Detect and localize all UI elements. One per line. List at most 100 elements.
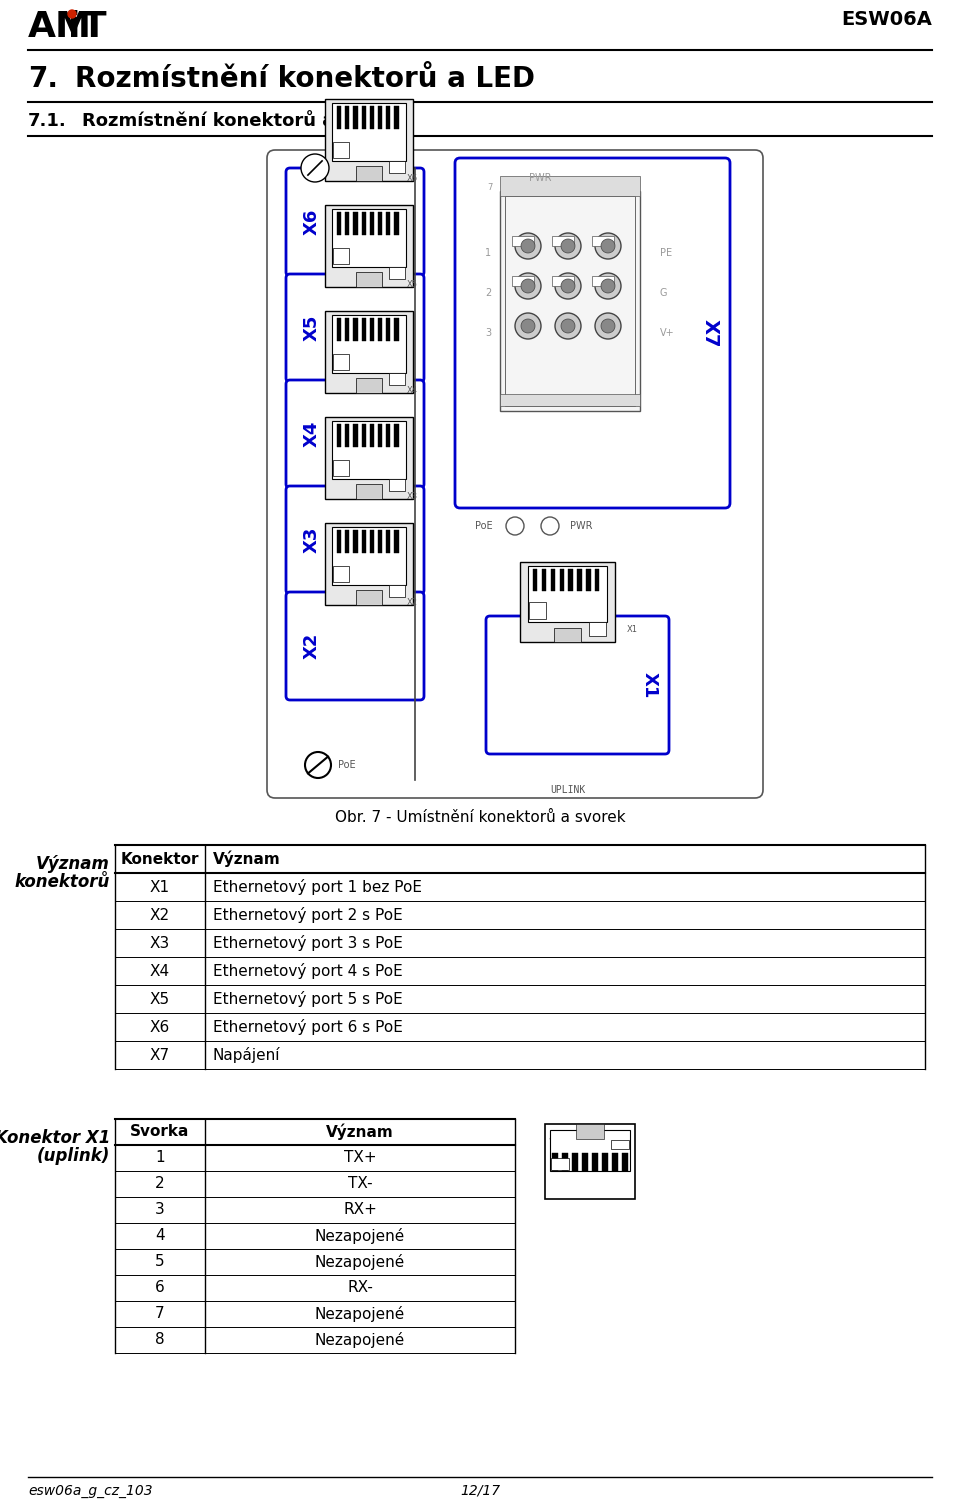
Bar (395, 212, 398, 236)
Bar (386, 423, 391, 447)
Bar (500, 176, 640, 197)
Bar (386, 107, 391, 129)
Bar (512, 276, 534, 287)
Text: Nezapojené: Nezapojené (315, 1228, 405, 1244)
Circle shape (68, 11, 76, 18)
Bar (587, 569, 590, 591)
Text: RX+: RX+ (343, 1202, 377, 1217)
Bar (386, 530, 391, 552)
Circle shape (595, 273, 621, 299)
Bar (370, 318, 374, 341)
Bar (332, 527, 406, 584)
Bar (389, 479, 405, 491)
Bar (560, 569, 564, 591)
Text: V+: V+ (660, 329, 675, 338)
Circle shape (555, 273, 581, 299)
Bar (533, 569, 538, 591)
Bar (325, 99, 413, 182)
Text: 5: 5 (156, 1255, 165, 1270)
Circle shape (561, 239, 575, 254)
Circle shape (595, 233, 621, 260)
Text: X1: X1 (641, 672, 659, 698)
Text: G: G (660, 288, 667, 299)
Bar (571, 1153, 578, 1171)
Bar (370, 212, 374, 236)
Bar (577, 569, 582, 591)
Bar (346, 530, 349, 552)
Bar (362, 423, 366, 447)
Bar (550, 1130, 630, 1171)
Bar (602, 1153, 608, 1171)
Bar (389, 267, 405, 279)
Text: Konektor: Konektor (121, 851, 200, 866)
Bar (362, 107, 366, 129)
Text: Rozmístnění konektorů a svorek: Rozmístnění konektorů a svorek (82, 113, 408, 131)
Text: konektorů: konektorů (14, 874, 110, 892)
Bar (332, 422, 406, 479)
Text: 1: 1 (156, 1150, 165, 1165)
Text: Nezapojené: Nezapojené (315, 1253, 405, 1270)
Bar (554, 627, 582, 642)
FancyBboxPatch shape (286, 486, 424, 594)
Text: X3: X3 (150, 935, 170, 950)
Circle shape (555, 233, 581, 260)
Bar (378, 318, 382, 341)
Bar (389, 372, 405, 386)
Circle shape (601, 279, 615, 293)
Text: 7: 7 (156, 1306, 165, 1321)
Bar (332, 209, 406, 267)
Text: Význam: Význam (36, 856, 110, 874)
Text: Ethernetový port 6 s PoE: Ethernetový port 6 s PoE (213, 1019, 403, 1036)
Text: Význam: Význam (213, 851, 280, 868)
Text: Ethernetový port 2 s PoE: Ethernetový port 2 s PoE (213, 907, 403, 923)
Text: X7: X7 (150, 1048, 170, 1063)
Text: 7.1.: 7.1. (28, 113, 67, 131)
Circle shape (515, 273, 541, 299)
Bar (591, 1153, 598, 1171)
Text: 3: 3 (485, 329, 492, 338)
Bar (552, 276, 574, 287)
Bar (332, 315, 406, 372)
Text: TX+: TX+ (344, 1150, 376, 1165)
Circle shape (521, 320, 535, 333)
Bar (325, 311, 413, 393)
Circle shape (305, 752, 331, 778)
Bar (370, 530, 374, 552)
Bar (333, 566, 348, 581)
Text: UPLINK: UPLINK (550, 785, 586, 796)
Text: X4: X4 (150, 964, 170, 979)
Bar (346, 423, 349, 447)
FancyBboxPatch shape (286, 380, 424, 488)
Circle shape (506, 516, 524, 534)
Bar (356, 272, 382, 287)
Text: X4: X4 (407, 386, 418, 395)
Text: ESW06A: ESW06A (841, 11, 932, 29)
Text: PWR: PWR (570, 521, 592, 531)
Bar (333, 248, 348, 264)
Circle shape (541, 516, 559, 534)
Bar (545, 1124, 635, 1199)
Text: X5: X5 (150, 992, 170, 1007)
Bar (621, 1153, 628, 1171)
FancyBboxPatch shape (286, 275, 424, 381)
Circle shape (595, 314, 621, 339)
Circle shape (521, 279, 535, 293)
Bar (386, 318, 391, 341)
Bar (595, 569, 599, 591)
Bar (325, 522, 413, 605)
Text: Obr. 7 - Umístnění konektorů a svorek: Obr. 7 - Umístnění konektorů a svorek (335, 811, 625, 826)
Bar (346, 318, 349, 341)
Bar (592, 236, 614, 246)
Bar (337, 318, 341, 341)
Text: 3: 3 (156, 1202, 165, 1217)
Bar (551, 1157, 568, 1171)
Text: 8: 8 (548, 1133, 556, 1142)
Bar (325, 206, 413, 287)
Bar (500, 191, 640, 411)
Bar (333, 141, 348, 158)
Bar (551, 569, 555, 591)
Text: Nezapojené: Nezapojené (315, 1306, 405, 1322)
Text: RX-: RX- (348, 1280, 372, 1295)
Bar (389, 584, 405, 597)
Bar (378, 107, 382, 129)
